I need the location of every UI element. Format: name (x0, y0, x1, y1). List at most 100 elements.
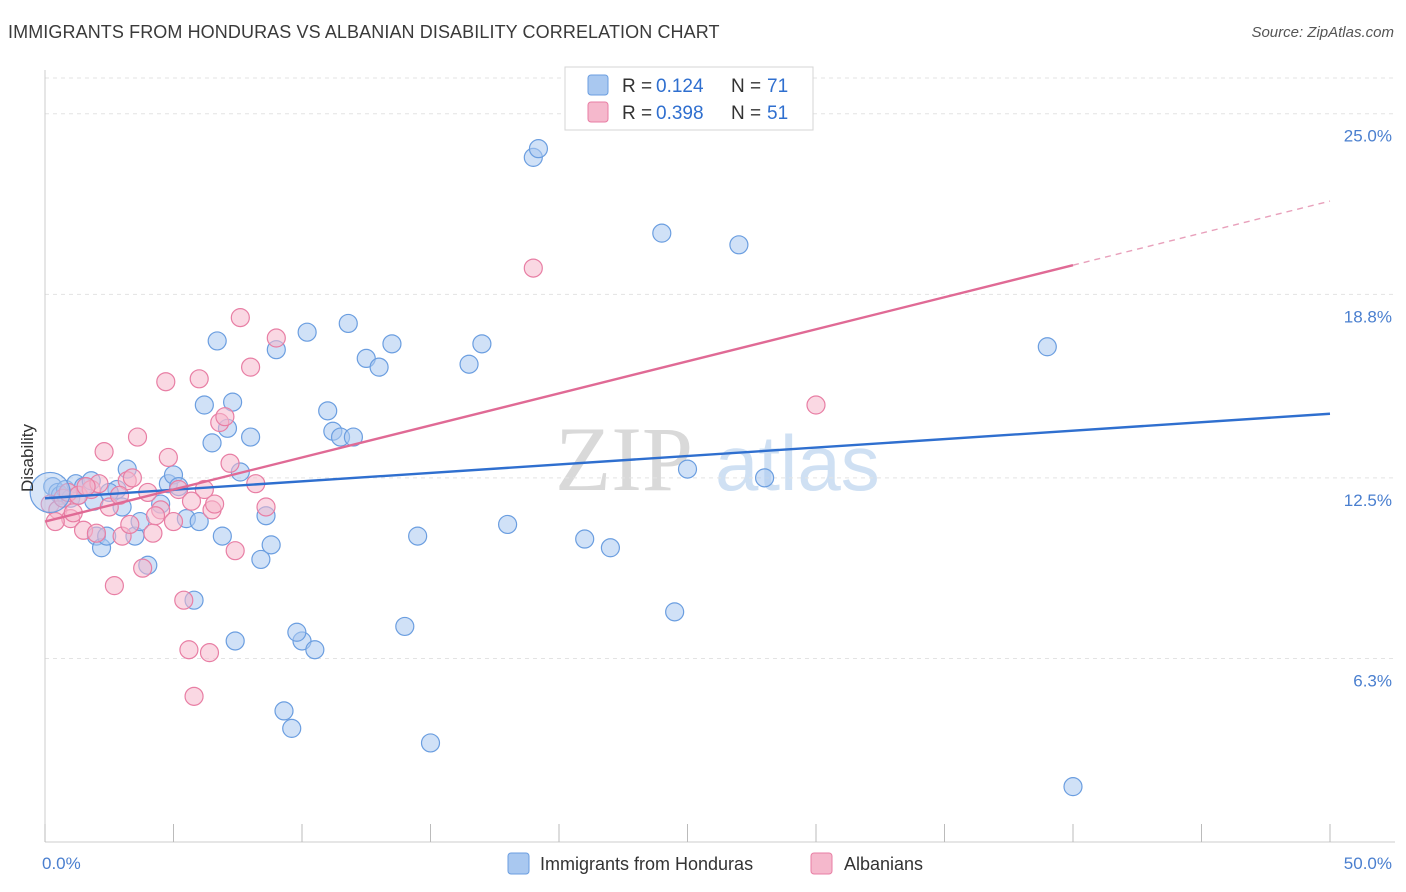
legend-swatch-honduras (587, 74, 609, 96)
point-honduras-34 (261, 535, 281, 555)
point-honduras-57 (575, 529, 595, 549)
legend-r-label-honduras: R = (622, 76, 652, 97)
point-honduras-58 (600, 538, 621, 558)
trend-lines (44, 200, 1331, 523)
point-albanians-27 (184, 686, 204, 706)
point-honduras-48 (382, 334, 402, 354)
point-honduras-31 (241, 427, 261, 447)
point-honduras-54 (498, 514, 518, 535)
point-honduras-39 (297, 322, 317, 342)
point-albanians-42 (806, 395, 826, 415)
bottom-legend-swatch-honduras (507, 852, 530, 875)
point-honduras-64 (1037, 337, 1057, 357)
point-honduras-65 (1063, 777, 1083, 797)
point-honduras-68 (189, 511, 209, 532)
point-honduras-51 (420, 733, 441, 753)
point-albanians-21 (156, 372, 176, 392)
point-honduras-23 (194, 395, 214, 415)
data-points (29, 139, 1083, 797)
point-honduras-45 (343, 427, 363, 447)
trend-line-albanians-dashed (1072, 200, 1331, 266)
point-honduras-29 (225, 631, 245, 651)
point-albanians-16 (127, 427, 148, 447)
point-honduras-63 (754, 468, 775, 488)
y-axis-label: Disability (18, 423, 37, 492)
trend-line-honduras (44, 412, 1331, 500)
point-albanians-19 (143, 523, 163, 543)
legend-r-label-albanians: R = (622, 103, 652, 124)
chart-title: IMMIGRANTS FROM HONDURAS VS ALBANIAN DIS… (8, 22, 720, 42)
point-honduras-41 (318, 401, 338, 421)
source-label: Source: ZipAtlas.com (1251, 24, 1394, 41)
point-honduras-cluster (29, 471, 71, 514)
point-albanians-31 (205, 494, 225, 514)
point-honduras-60 (665, 602, 685, 622)
point-honduras-26 (212, 526, 232, 546)
point-honduras-52 (459, 354, 479, 374)
point-albanians-12 (104, 576, 124, 596)
point-honduras-36 (274, 701, 294, 721)
point-albanians-8 (86, 523, 107, 543)
point-albanians-23 (163, 511, 184, 532)
x-tick-label-0: 0.0% (42, 854, 81, 873)
y-tick-label-2: 18.8% (1344, 307, 1392, 326)
legend-n-label-honduras: N = (731, 76, 761, 97)
point-albanians-34 (220, 453, 240, 473)
point-albanians-39 (256, 497, 276, 517)
legend-n-value-honduras: 71 (767, 76, 788, 97)
bottom-legend-swatch-albanians (810, 852, 833, 875)
point-honduras-44 (338, 313, 358, 334)
trend-line-albanians (44, 264, 1074, 523)
legend-n-value-albanians: 51 (767, 103, 788, 124)
point-honduras-61 (677, 459, 698, 479)
point-albanians-22 (158, 447, 178, 468)
point-honduras-53 (472, 334, 492, 354)
legend-r-value-albanians: 0.398 (656, 103, 704, 124)
point-honduras-56 (528, 139, 549, 159)
point-albanians-35 (225, 541, 245, 561)
point-honduras-69 (287, 622, 307, 642)
watermark: ZIP atlas (555, 408, 880, 510)
x-tick-label-1: 50.0% (1344, 854, 1392, 873)
bottom-legend-label-honduras: Immigrants from Honduras (540, 854, 753, 874)
point-albanians-15 (122, 468, 142, 488)
bottom-legend: Immigrants from Honduras Albanians (507, 852, 923, 875)
legend-n-label-albanians: N = (731, 103, 761, 124)
point-albanians-10 (94, 442, 114, 462)
point-albanians-37 (241, 357, 261, 377)
point-albanians-17 (133, 558, 153, 578)
point-albanians-33 (215, 407, 235, 427)
point-honduras-62 (729, 235, 749, 255)
point-albanians-46 (145, 506, 166, 526)
point-honduras-25 (207, 331, 227, 351)
legend: R = 0.124 N = 71 R = 0.398 N = 51 (564, 66, 814, 131)
point-albanians-41 (523, 258, 543, 278)
y-tick-label-3: 25.0% (1344, 127, 1392, 146)
point-albanians-44 (109, 485, 130, 505)
y-tick-label-1: 12.5% (1344, 491, 1392, 510)
point-honduras-47 (369, 357, 389, 377)
point-honduras-59 (652, 223, 672, 243)
point-albanians-36 (230, 308, 250, 328)
point-honduras-37 (282, 718, 302, 738)
y-tick-label-0: 6.3% (1353, 671, 1392, 690)
point-albanians-28 (189, 369, 209, 389)
point-albanians-45 (199, 643, 220, 663)
point-albanians-40 (266, 328, 286, 348)
legend-swatch-albanians (587, 101, 609, 123)
point-albanians-25 (174, 590, 194, 610)
point-honduras-40 (305, 640, 325, 660)
point-honduras-49 (395, 616, 415, 637)
axes: 6.3% 12.5% 18.8% 25.0% 0.0% 50.0% (42, 70, 1395, 873)
point-honduras-24 (202, 433, 222, 453)
point-honduras-50 (408, 526, 428, 546)
legend-r-value-honduras: 0.124 (656, 76, 704, 97)
point-albanians-47 (120, 514, 140, 535)
point-albanians-26 (179, 640, 199, 660)
point-honduras-32 (251, 549, 271, 570)
watermark-atlas: atlas (715, 419, 880, 507)
bottom-legend-label-albanians: Albanians (844, 854, 923, 874)
point-albanians-49 (76, 476, 96, 497)
point-albanians-48 (181, 491, 202, 511)
